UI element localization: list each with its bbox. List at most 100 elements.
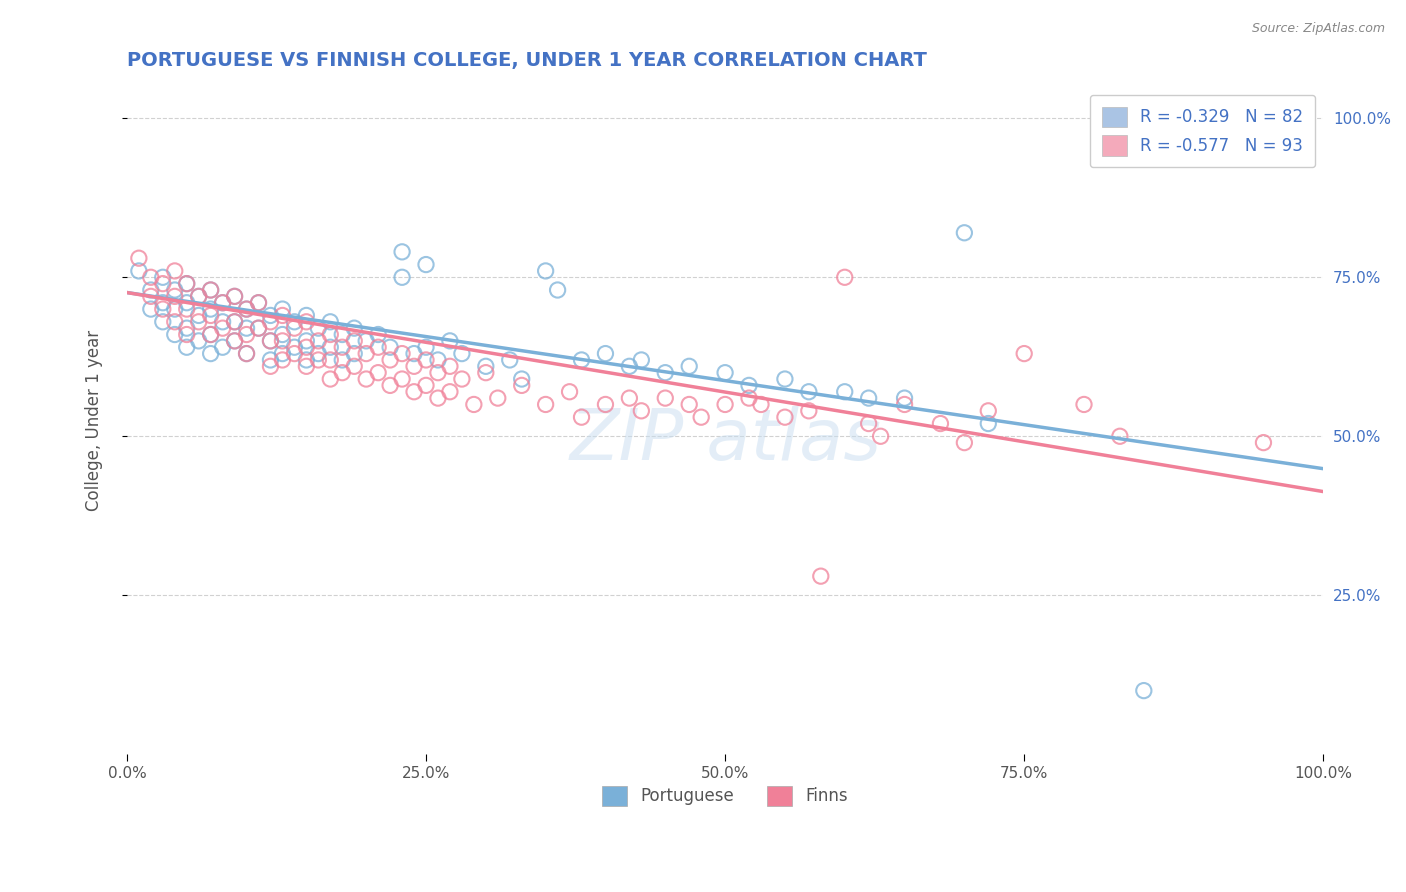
Point bbox=[343, 359, 366, 374]
Point bbox=[391, 346, 413, 360]
Point bbox=[224, 334, 246, 348]
Point bbox=[271, 309, 294, 323]
Point bbox=[211, 321, 233, 335]
Point bbox=[354, 372, 377, 386]
Point bbox=[714, 397, 737, 411]
Point bbox=[953, 226, 976, 240]
Point bbox=[224, 289, 246, 303]
Point bbox=[224, 315, 246, 329]
Point bbox=[367, 327, 389, 342]
Point bbox=[714, 366, 737, 380]
Point bbox=[128, 264, 150, 278]
Point bbox=[259, 309, 281, 323]
Point bbox=[571, 410, 593, 425]
Point bbox=[200, 283, 222, 297]
Point bbox=[163, 289, 186, 303]
Point bbox=[152, 302, 174, 317]
Point bbox=[271, 346, 294, 360]
Point bbox=[176, 302, 198, 317]
Point bbox=[486, 391, 509, 405]
Point bbox=[200, 327, 222, 342]
Point bbox=[319, 315, 342, 329]
Point bbox=[176, 277, 198, 291]
Point bbox=[283, 321, 305, 335]
Text: PORTUGUESE VS FINNISH COLLEGE, UNDER 1 YEAR CORRELATION CHART: PORTUGUESE VS FINNISH COLLEGE, UNDER 1 Y… bbox=[127, 51, 927, 70]
Point bbox=[247, 295, 270, 310]
Point bbox=[343, 321, 366, 335]
Point bbox=[187, 334, 209, 348]
Point bbox=[426, 353, 449, 368]
Point bbox=[200, 283, 222, 297]
Point bbox=[475, 366, 498, 380]
Point bbox=[858, 391, 880, 405]
Point bbox=[690, 410, 713, 425]
Point bbox=[176, 321, 198, 335]
Point bbox=[402, 384, 425, 399]
Point bbox=[630, 353, 652, 368]
Point bbox=[439, 359, 461, 374]
Point bbox=[977, 404, 1000, 418]
Point bbox=[415, 378, 437, 392]
Point bbox=[271, 302, 294, 317]
Point bbox=[330, 353, 353, 368]
Point bbox=[235, 321, 257, 335]
Point bbox=[259, 353, 281, 368]
Point bbox=[211, 295, 233, 310]
Point bbox=[797, 384, 820, 399]
Point bbox=[330, 340, 353, 354]
Point bbox=[259, 359, 281, 374]
Point bbox=[977, 417, 1000, 431]
Point bbox=[858, 417, 880, 431]
Point bbox=[391, 372, 413, 386]
Point bbox=[283, 315, 305, 329]
Point bbox=[152, 295, 174, 310]
Point bbox=[773, 410, 796, 425]
Point bbox=[152, 270, 174, 285]
Point bbox=[211, 315, 233, 329]
Point bbox=[224, 334, 246, 348]
Point bbox=[330, 327, 353, 342]
Point bbox=[797, 404, 820, 418]
Point bbox=[139, 270, 162, 285]
Point bbox=[391, 270, 413, 285]
Point bbox=[247, 321, 270, 335]
Point bbox=[235, 302, 257, 317]
Point bbox=[595, 397, 617, 411]
Point bbox=[235, 346, 257, 360]
Point bbox=[630, 404, 652, 418]
Point bbox=[378, 340, 401, 354]
Text: Source: ZipAtlas.com: Source: ZipAtlas.com bbox=[1251, 22, 1385, 36]
Point bbox=[163, 264, 186, 278]
Point bbox=[211, 295, 233, 310]
Point bbox=[187, 309, 209, 323]
Point bbox=[654, 366, 676, 380]
Point bbox=[451, 372, 474, 386]
Point bbox=[139, 283, 162, 297]
Y-axis label: College, Under 1 year: College, Under 1 year bbox=[86, 330, 103, 511]
Point bbox=[834, 384, 856, 399]
Point bbox=[1073, 397, 1095, 411]
Point bbox=[534, 264, 557, 278]
Point bbox=[271, 327, 294, 342]
Point bbox=[415, 258, 437, 272]
Point bbox=[343, 346, 366, 360]
Point bbox=[295, 359, 318, 374]
Point bbox=[439, 334, 461, 348]
Point bbox=[176, 295, 198, 310]
Point bbox=[200, 346, 222, 360]
Point bbox=[163, 283, 186, 297]
Point bbox=[869, 429, 891, 443]
Point bbox=[343, 334, 366, 348]
Point bbox=[929, 417, 952, 431]
Point bbox=[402, 346, 425, 360]
Point bbox=[654, 391, 676, 405]
Point bbox=[678, 359, 700, 374]
Point bbox=[391, 244, 413, 259]
Point bbox=[378, 353, 401, 368]
Point bbox=[319, 340, 342, 354]
Point bbox=[163, 327, 186, 342]
Point bbox=[235, 327, 257, 342]
Point bbox=[247, 321, 270, 335]
Point bbox=[738, 378, 761, 392]
Point bbox=[367, 340, 389, 354]
